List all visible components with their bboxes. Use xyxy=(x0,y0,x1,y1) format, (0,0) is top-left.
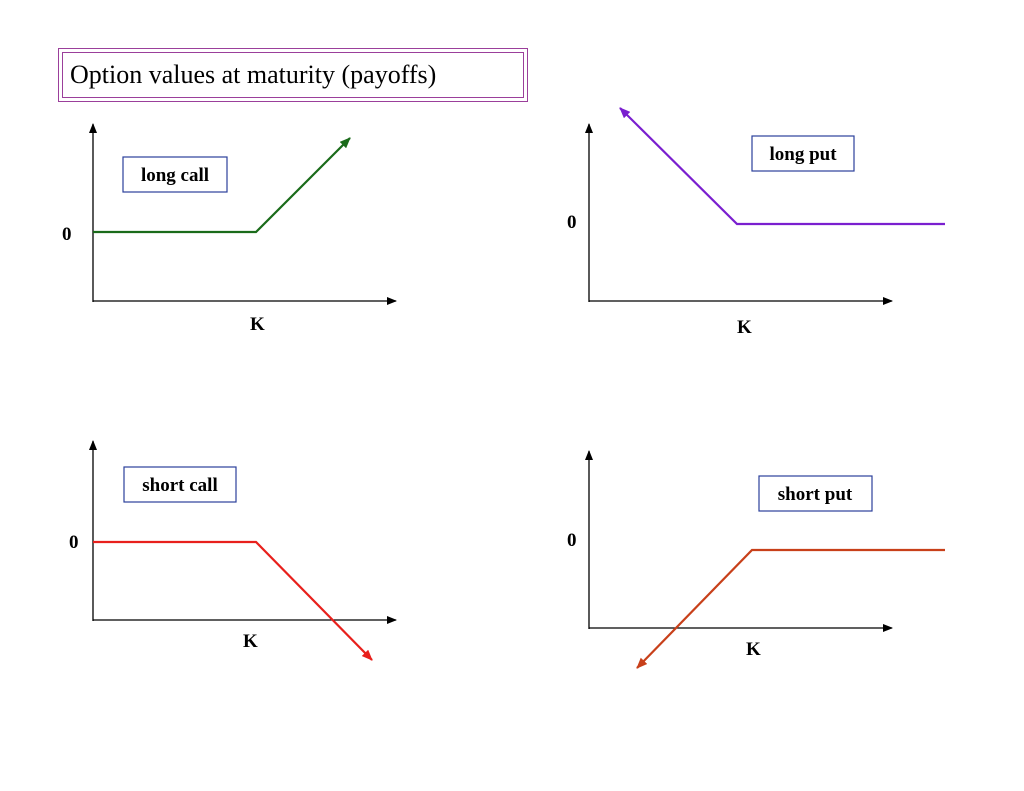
label-box xyxy=(122,156,228,193)
label-box xyxy=(751,135,855,172)
zero-label: 0 xyxy=(62,224,72,245)
payoff-line xyxy=(636,548,945,669)
strike-label: K xyxy=(746,639,761,660)
zero-label: 0 xyxy=(567,212,577,233)
payoff-line xyxy=(93,540,373,661)
panel-long-call: 0 K long call xyxy=(62,123,397,335)
panel-label: long put xyxy=(769,144,837,165)
zero-label: 0 xyxy=(69,532,79,553)
panel-label: short call xyxy=(142,475,217,496)
panel-short-put: 0 K short put xyxy=(567,450,945,669)
payoff-line xyxy=(93,137,351,234)
strike-label: K xyxy=(737,317,752,338)
panel-long-put: 0 K long put xyxy=(567,107,945,338)
payoff-line xyxy=(619,107,945,226)
panel-label: long call xyxy=(141,165,209,186)
label-box xyxy=(758,475,873,512)
zero-label: 0 xyxy=(567,530,577,551)
strike-label: K xyxy=(250,314,265,335)
strike-label: K xyxy=(243,631,258,652)
panel-short-call: 0 K short call xyxy=(69,440,397,661)
panel-label: short put xyxy=(778,484,853,505)
title-box: Option values at maturity (payoffs) xyxy=(58,48,528,102)
label-box xyxy=(123,466,237,503)
page-title: Option values at maturity (payoffs) xyxy=(62,52,524,98)
